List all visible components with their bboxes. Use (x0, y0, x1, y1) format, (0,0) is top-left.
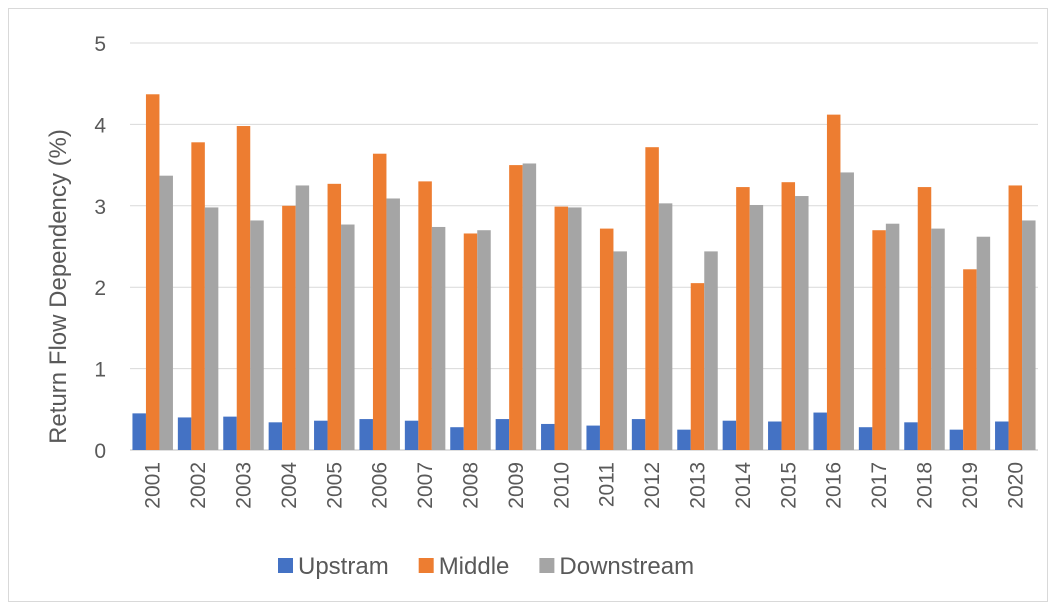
bar-upstram-2010 (541, 423, 555, 450)
x-tick-label: 2008 (460, 462, 483, 509)
bar-upstram-2017 (858, 427, 873, 450)
bar-downstream-2005 (341, 224, 355, 450)
bar-middle-2003 (236, 126, 251, 450)
legend-label-middle: Middle (439, 553, 510, 580)
y-tick-label: 2 (94, 277, 106, 300)
bar-middle-2018 (917, 187, 932, 450)
bar-upstram-2013 (677, 429, 691, 450)
bar-upstram-2016 (813, 412, 827, 450)
bar-middle-2006 (372, 153, 387, 451)
bar-downstream-2001 (159, 175, 173, 450)
bar-middle-2001 (145, 94, 160, 451)
bar-middle-2012 (645, 147, 659, 450)
bar-upstram-2007 (404, 420, 419, 450)
bar-upstram-2008 (450, 427, 464, 450)
bar-upstram-2006 (359, 419, 373, 450)
x-tick-label: 2018 (914, 462, 937, 509)
bar-upstram-2011 (586, 425, 600, 450)
gridlines (130, 42, 1038, 451)
y-tick-label: 0 (94, 440, 106, 463)
x-tick-label: 2011 (596, 462, 619, 507)
bar-downstream-2011 (613, 251, 627, 450)
bar-upstram-2019 (949, 429, 964, 450)
x-tick-label: 2004 (278, 462, 301, 509)
bar-upstram-2015 (768, 421, 782, 450)
bar-downstream-2007 (431, 226, 446, 450)
bar-downstream-2020 (1022, 220, 1036, 450)
bar-downstream-2008 (477, 230, 491, 450)
bar-upstram-2005 (314, 420, 328, 450)
bar-upstram-2004 (268, 422, 283, 450)
x-tick-label: 2009 (505, 462, 528, 509)
x-tick-label: 2010 (550, 462, 573, 509)
y-tick-labels: 0 1 2 3 4 5 (94, 33, 106, 463)
bar-upstram-2001 (132, 413, 146, 450)
x-tick-label: 2012 (641, 462, 664, 509)
bar-downstream-2019 (976, 236, 991, 450)
bar-middle-2002 (191, 142, 205, 451)
y-tick-label: 1 (94, 359, 106, 382)
bar-middle-2010 (554, 206, 569, 450)
bar-downstream-2006 (386, 198, 400, 450)
bar-upstram-2012 (631, 419, 646, 450)
x-tick-label: 2015 (777, 462, 800, 509)
bar-downstream-2018 (931, 228, 945, 450)
bar-middle-2005 (327, 183, 342, 450)
x-tick-labels: 2001 2002 2003 2004 2005 2006 2007 2008 2009 2010… (142, 462, 1028, 509)
bar-middle-2009 (509, 165, 523, 450)
y-tick-label: 4 (94, 114, 106, 137)
bar-middle-2019 (963, 269, 977, 450)
legend-swatch-middle (418, 558, 434, 573)
bar-downstream-2009 (522, 163, 537, 451)
x-tick-label: 2014 (732, 462, 755, 509)
bar-middle-2004 (282, 205, 296, 450)
legend-label-downstream: Downstream (559, 553, 694, 580)
y-axis-title: Return Flow Dependency (%) (45, 129, 72, 444)
legend: Upstram Middle Downstream (278, 553, 694, 580)
bar-downstream-2004 (295, 185, 310, 450)
bars (132, 94, 1036, 451)
bar-downstream-2014 (749, 204, 764, 450)
legend-swatch-upstram (278, 558, 293, 573)
bar-middle-2014 (736, 187, 750, 450)
x-tick-label: 2001 (142, 462, 165, 509)
x-tick-label: 2019 (959, 462, 982, 509)
bar-middle-2016 (826, 114, 841, 451)
x-tick-label: 2016 (823, 462, 846, 509)
legend-label-upstram: Upstram (298, 553, 389, 580)
bar-downstream-2013 (704, 251, 718, 450)
legend-swatch-downstream (539, 558, 555, 573)
x-tick-label: 2002 (187, 462, 210, 509)
bar-upstram-2014 (722, 420, 737, 450)
y-tick-label: 5 (94, 33, 106, 56)
bar-upstram-2018 (904, 422, 918, 450)
x-tick-label: 2003 (233, 462, 256, 509)
bar-downstream-2003 (250, 220, 264, 450)
x-tick-label: 2020 (1004, 462, 1027, 509)
bar-upstram-2003 (223, 416, 237, 450)
bar-middle-2015 (781, 182, 796, 450)
bar-downstream-2016 (840, 172, 854, 450)
bar-upstram-2009 (495, 419, 510, 450)
bar-upstram-2020 (995, 421, 1009, 450)
bar-middle-2008 (463, 233, 478, 450)
bar-middle-2020 (1008, 185, 1023, 450)
x-tick-label: 2013 (687, 462, 710, 509)
bar-downstream-2010 (568, 207, 582, 450)
x-tick-label: 2005 (323, 462, 346, 509)
x-tick-label: 2017 (868, 462, 891, 509)
bar-downstream-2012 (658, 203, 673, 450)
bar-upstram-2002 (177, 417, 192, 450)
bar-middle-2017 (872, 230, 886, 450)
bar-downstream-2015 (795, 196, 809, 450)
x-tick-label: 2006 (369, 462, 392, 509)
bar-middle-2007 (418, 181, 432, 450)
x-tick-label: 2007 (414, 462, 437, 509)
y-tick-label: 3 (94, 196, 106, 219)
bar-downstream-2017 (885, 223, 900, 450)
bar-middle-2011 (599, 228, 614, 450)
bar-middle-2013 (690, 283, 705, 450)
bar-downstream-2002 (204, 207, 219, 450)
